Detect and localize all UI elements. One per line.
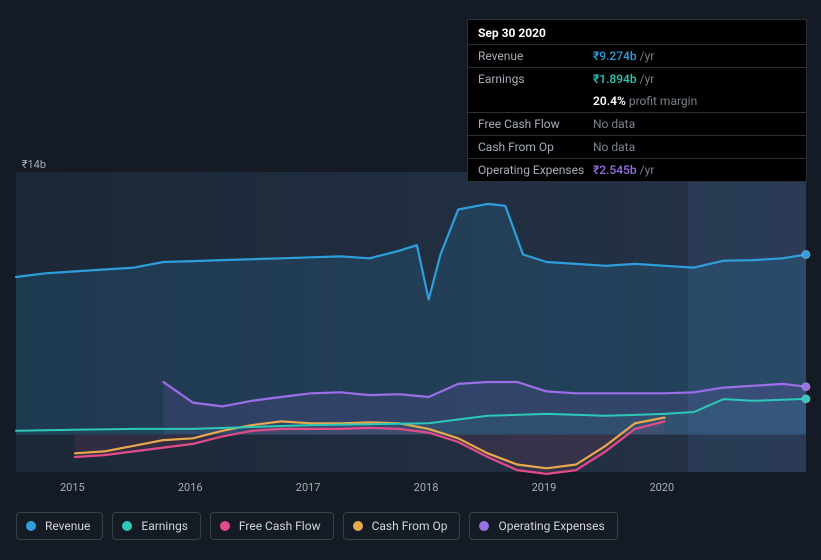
x-tick-label: 2018	[414, 481, 439, 494]
legend-swatch	[479, 521, 489, 531]
tooltip-row: Earnings ₹1.894b/yr	[468, 67, 806, 90]
x-tick-label: 2017	[296, 481, 321, 494]
legend-item-revenue[interactable]: Revenue	[16, 512, 103, 540]
legend-swatch	[353, 521, 363, 531]
x-tick-label: 2016	[178, 481, 203, 494]
tooltip-row: Free Cash Flow No data	[468, 112, 806, 135]
legend-item-earnings[interactable]: Earnings	[112, 512, 201, 540]
legend-swatch	[122, 521, 132, 531]
opex-marker	[802, 383, 810, 391]
tooltip-row: 20.4%profit margin	[468, 90, 806, 112]
revenue-marker	[802, 251, 810, 259]
tooltip-row-label	[478, 94, 593, 108]
legend-label: Free Cash Flow	[239, 519, 321, 533]
tooltip-row-value: ₹9.274b/yr	[593, 49, 654, 63]
chart-tooltip: Sep 30 2020 Revenue ₹9.274b/yr Earnings …	[467, 19, 807, 182]
legend-item-fcf[interactable]: Free Cash Flow	[210, 512, 334, 540]
legend-label: Revenue	[45, 519, 90, 533]
tooltip-row-value: ₹2.545b/yr	[593, 163, 654, 177]
legend-label: Earnings	[141, 519, 188, 533]
chart-plot	[16, 172, 806, 472]
tooltip-row: Operating Expenses ₹2.545b/yr	[468, 158, 806, 181]
tooltip-row: Cash From Op No data	[468, 135, 806, 158]
legend-label: Operating Expenses	[498, 519, 604, 533]
tooltip-row-label: Free Cash Flow	[478, 117, 593, 131]
tooltip-row-label: Cash From Op	[478, 140, 593, 154]
tooltip-row-value: 20.4%profit margin	[593, 94, 697, 108]
tooltip-row-value: No data	[593, 140, 635, 154]
tooltip-title: Sep 30 2020	[468, 20, 806, 44]
x-tick-label: 2019	[532, 481, 557, 494]
legend-item-cashop[interactable]: Cash From Op	[343, 512, 461, 540]
legend-item-opex[interactable]: Operating Expenses	[469, 512, 617, 540]
tooltip-row-label: Earnings	[478, 72, 593, 86]
legend-swatch	[220, 521, 230, 531]
legend-label: Cash From Op	[372, 519, 448, 533]
earnings-marker	[802, 395, 810, 403]
tooltip-row-label: Revenue	[478, 49, 593, 63]
legend-swatch	[26, 521, 36, 531]
chart-legend: Revenue Earnings Free Cash Flow Cash From O…	[16, 512, 618, 540]
x-tick-label: 2015	[60, 481, 85, 494]
tooltip-row-value: No data	[593, 117, 635, 131]
tooltip-row: Revenue ₹9.274b/yr	[468, 44, 806, 67]
tooltip-row-label: Operating Expenses	[478, 163, 593, 177]
y-tick-label: ₹14b	[0, 158, 46, 171]
x-tick-label: 2020	[650, 481, 675, 494]
tooltip-row-value: ₹1.894b/yr	[593, 72, 654, 86]
